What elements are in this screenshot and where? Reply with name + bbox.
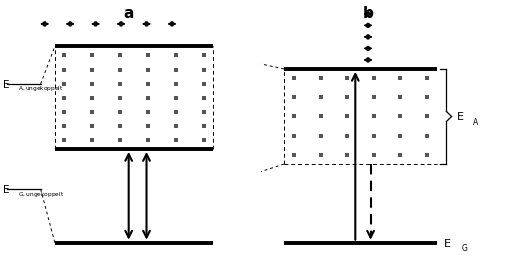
Text: $\mathrm{E}$: $\mathrm{E}$ bbox=[456, 110, 464, 123]
Text: b: b bbox=[362, 6, 373, 21]
Text: $\mathrm{A,ungekoppelt}$: $\mathrm{A,ungekoppelt}$ bbox=[18, 84, 63, 93]
Text: $\mathrm{E}$: $\mathrm{E}$ bbox=[3, 78, 10, 90]
Text: $\mathrm{G,ungekoppelt}$: $\mathrm{G,ungekoppelt}$ bbox=[18, 190, 64, 199]
Text: $\mathrm{E}$: $\mathrm{E}$ bbox=[443, 237, 452, 249]
Text: $\mathrm{E}$: $\mathrm{E}$ bbox=[3, 183, 10, 195]
Text: $\mathrm{A}$: $\mathrm{A}$ bbox=[472, 116, 479, 127]
Text: a: a bbox=[123, 6, 134, 21]
Text: $\mathrm{G}$: $\mathrm{G}$ bbox=[461, 242, 468, 253]
